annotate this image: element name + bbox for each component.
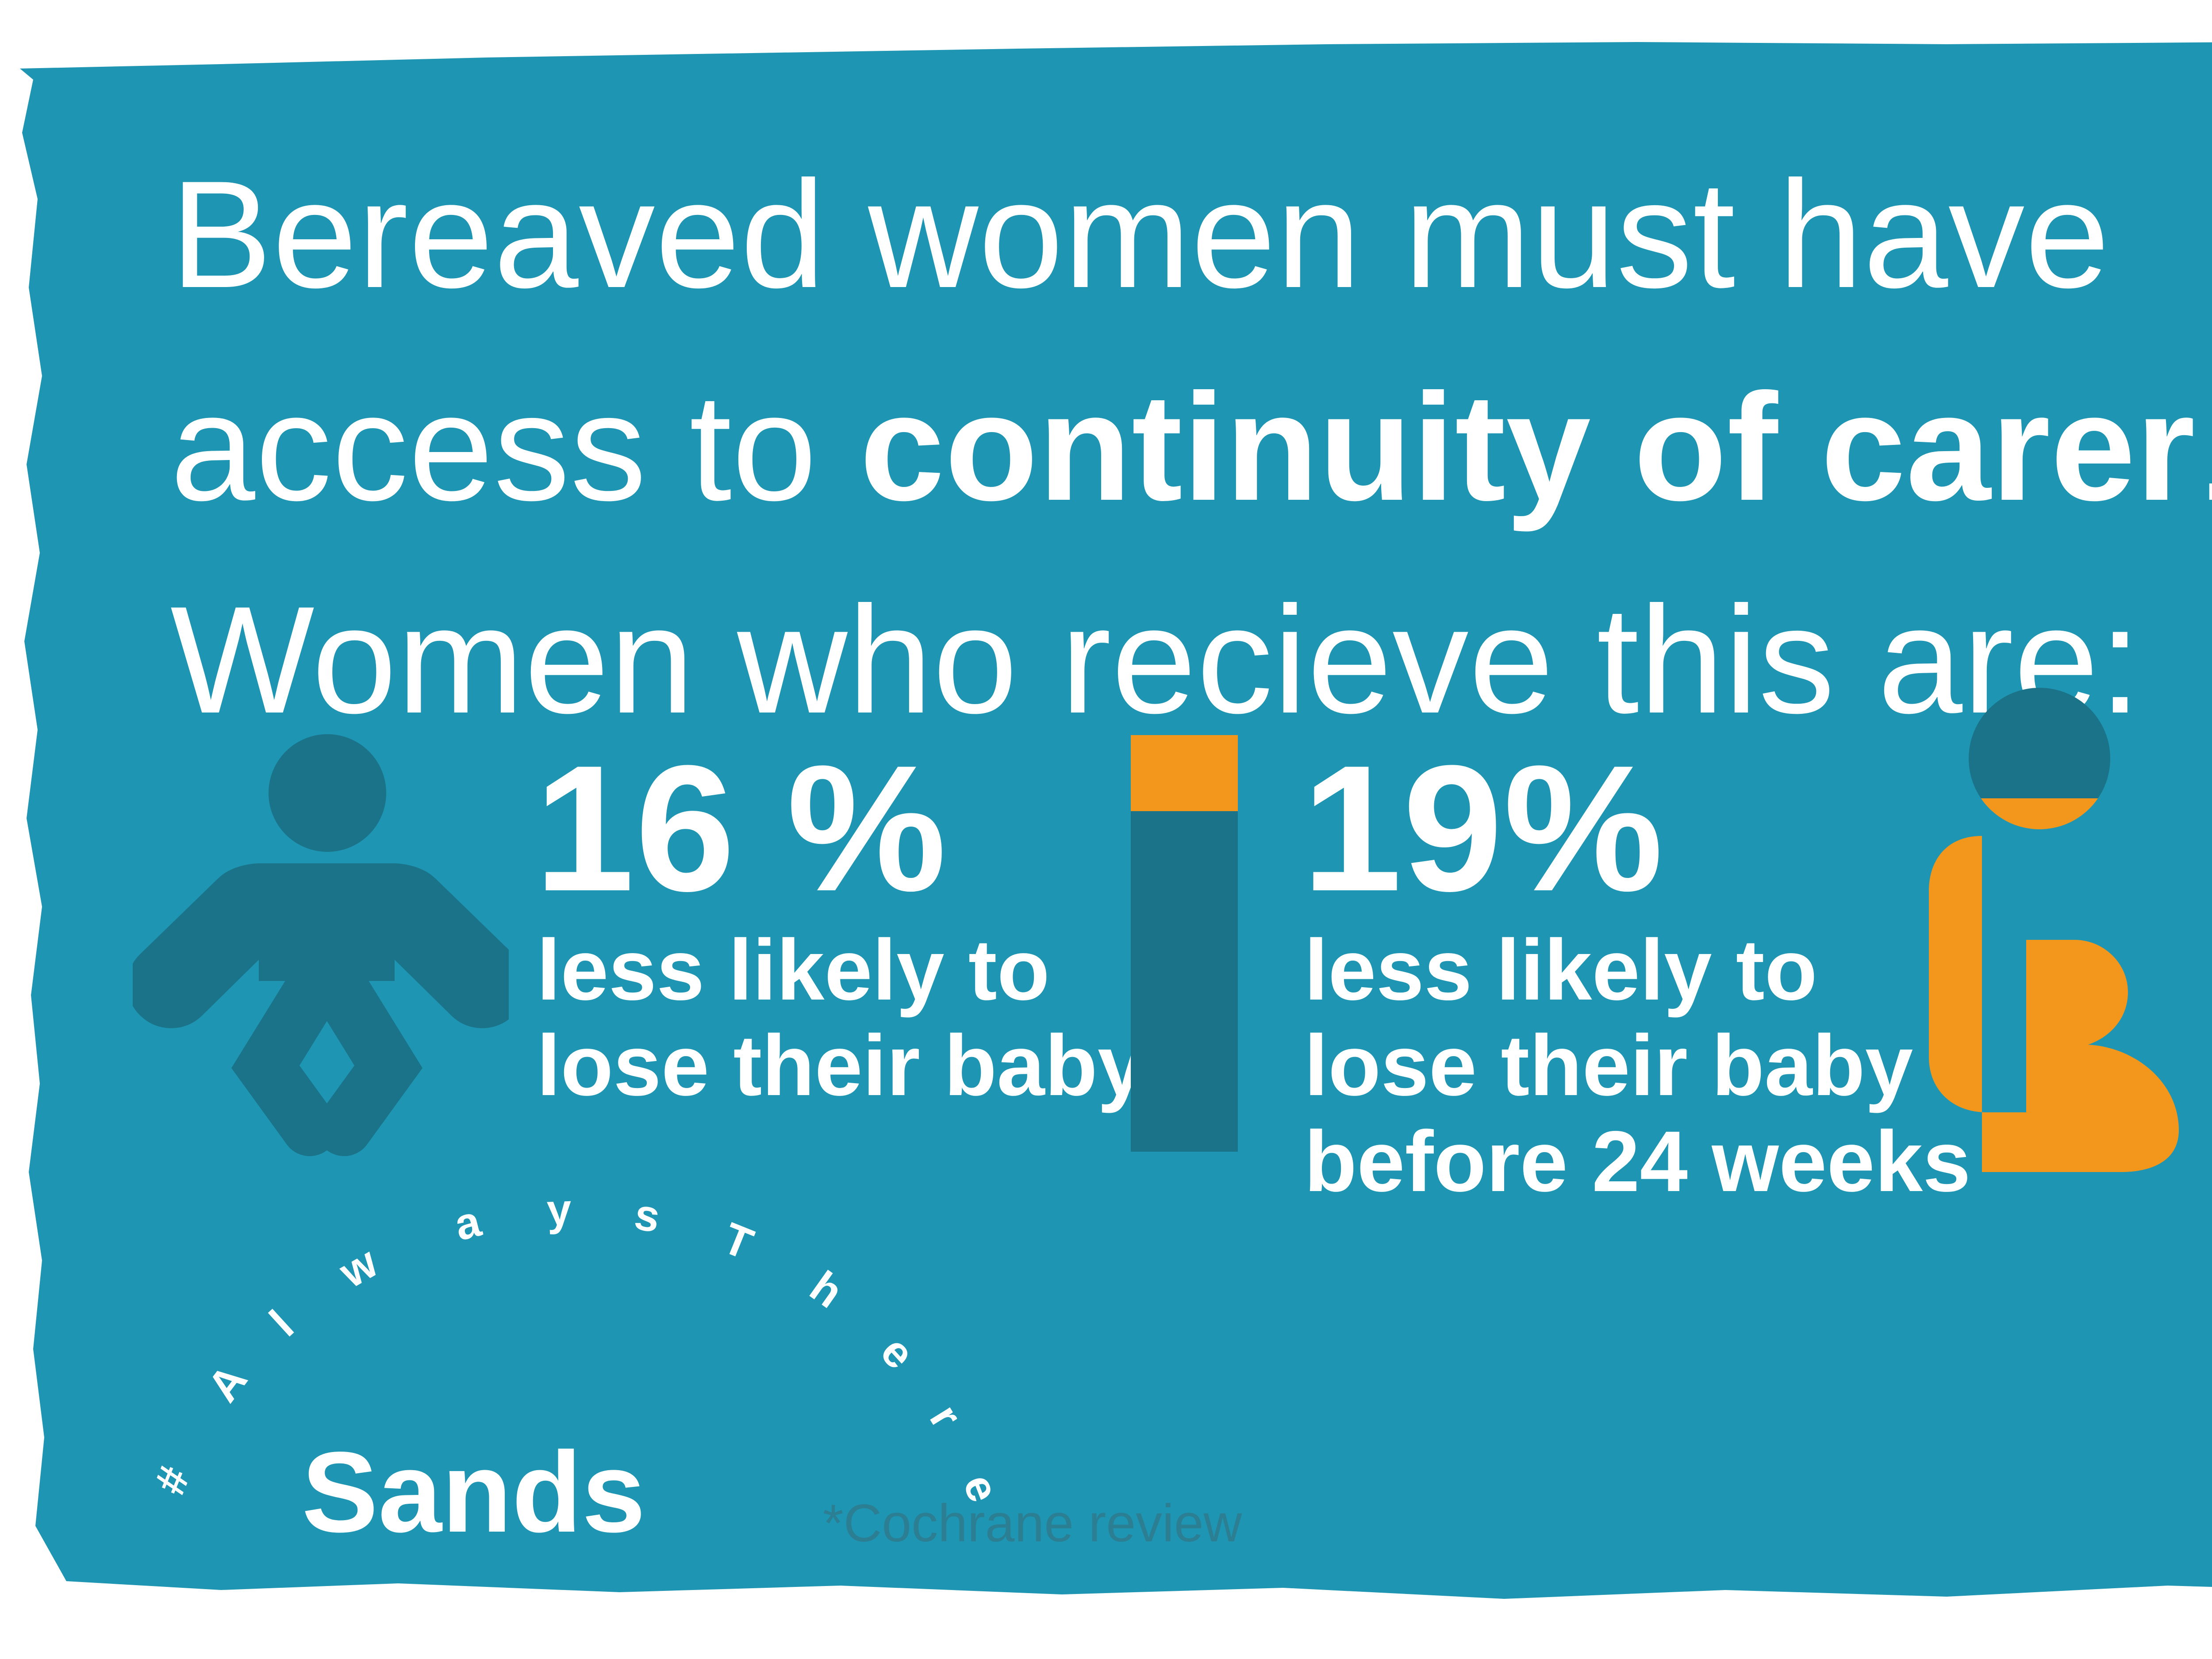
svg-text:r: r	[920, 1396, 972, 1437]
svg-text:T: T	[716, 1213, 760, 1269]
svg-text:l: l	[261, 1301, 303, 1345]
svg-text:w: w	[331, 1237, 386, 1297]
svg-text:h: h	[801, 1261, 852, 1318]
svg-text:e: e	[871, 1327, 924, 1378]
svg-text:s: s	[631, 1189, 663, 1242]
svg-text:a: a	[449, 1196, 486, 1250]
svg-text:y: y	[546, 1185, 572, 1235]
